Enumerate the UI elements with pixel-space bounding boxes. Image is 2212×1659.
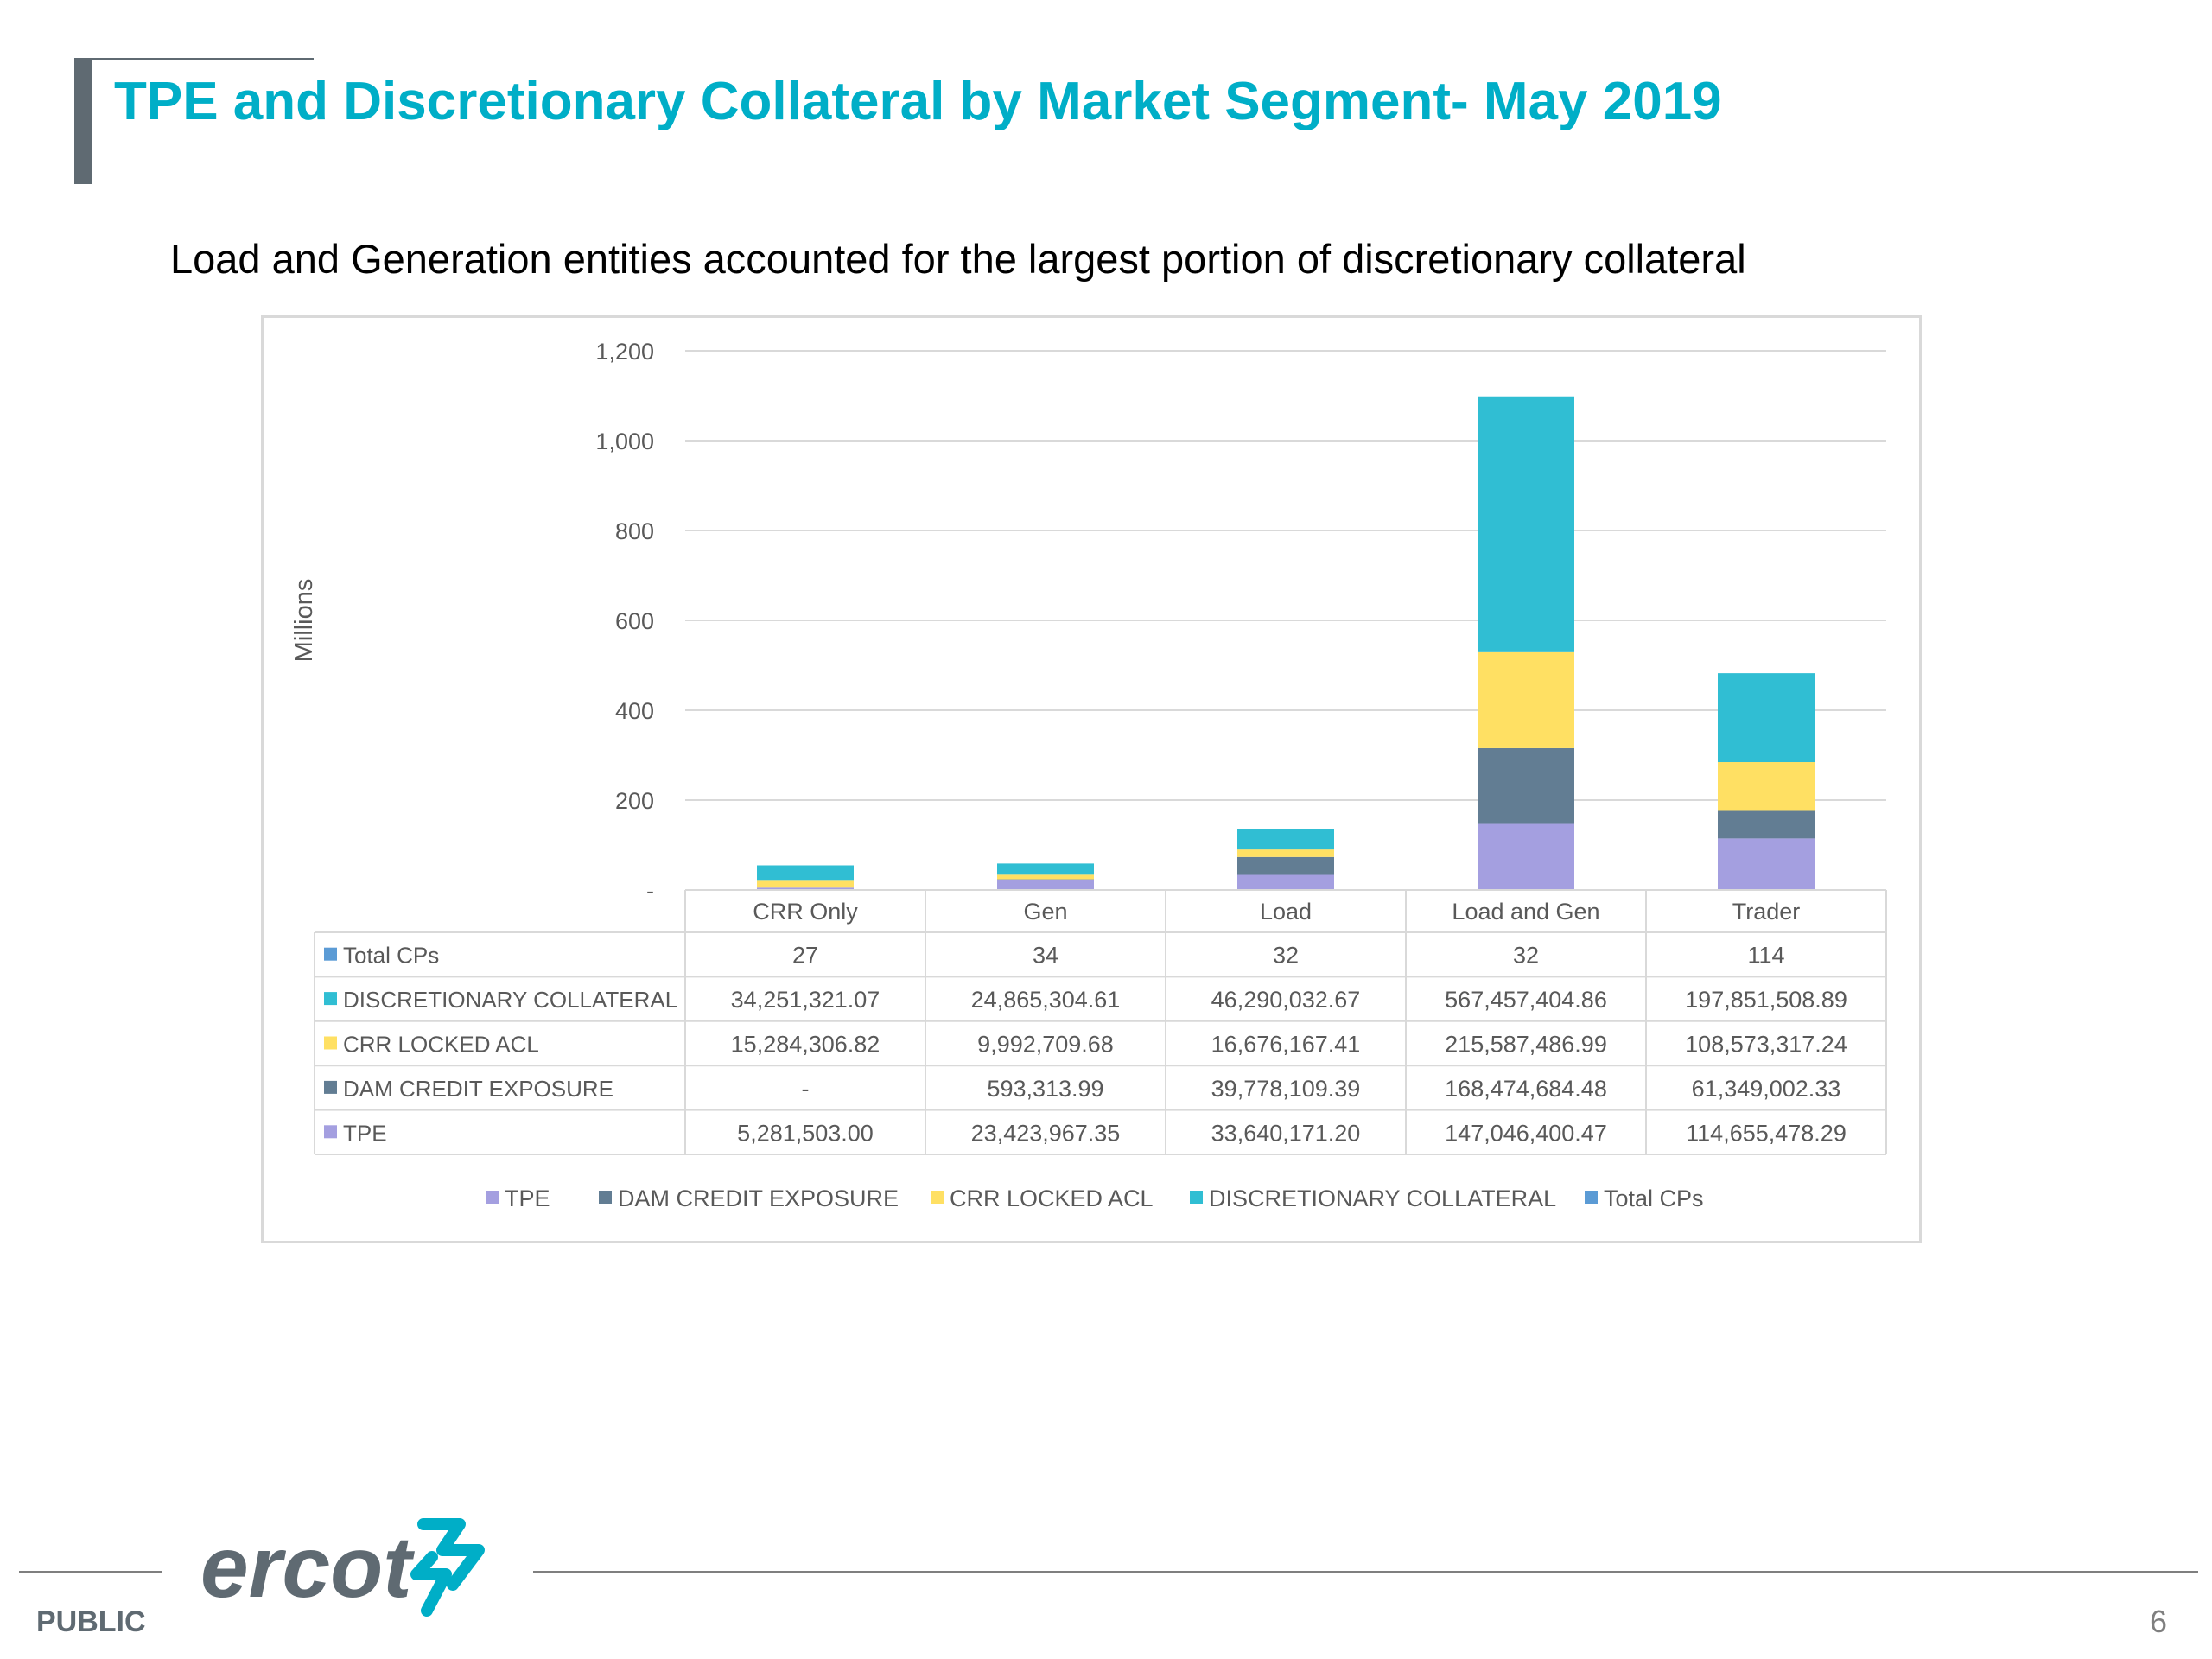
bar-segment-crr-locked-acl [1237,849,1334,857]
table-row-label: CRR LOCKED ACL [343,1032,539,1058]
table-legend-key [324,947,337,961]
bar-segment-discretionary-collateral [1718,673,1815,763]
bolt-icon [410,1518,485,1617]
table-cell: 34,251,321.07 [731,987,880,1013]
bar-segment-tpe [1718,838,1815,890]
y-tick-label: - [646,878,654,904]
ercot-logo: ercot [200,1514,494,1630]
y-tick-label: 600 [615,608,654,634]
legend-label: DAM CREDIT EXPOSURE [618,1185,899,1211]
bar-segment-dam-credit-exposure [1718,810,1815,839]
x-category-label: Gen [1023,899,1067,925]
table-cell: 147,046,400.47 [1445,1120,1607,1146]
table-legend-key [324,992,337,1006]
table-cell: 32 [1513,943,1539,969]
table-cell: 593,313.99 [987,1076,1103,1102]
x-category-label: CRR Only [753,899,858,925]
table-legend-key [324,1080,337,1094]
ercot-logo-wordmark: ercot [200,1519,415,1616]
table-cell: 108,573,317.24 [1685,1032,1847,1058]
table-cell: 168,474,684.48 [1445,1076,1607,1102]
y-tick-label: 800 [615,518,654,544]
table-cell: 197,851,508.89 [1685,987,1847,1013]
slide-subtitle: Load and Generation entities accounted f… [170,236,1746,282]
legend-swatch [599,1191,612,1204]
bar-segment-discretionary-collateral [1478,396,1574,652]
table-cell: 114,655,478.29 [1686,1120,1847,1146]
bar-segment-dam-credit-exposure [1478,747,1574,824]
bar-segment-discretionary-collateral [1237,829,1334,850]
page-number: 6 [2149,1604,2167,1639]
legend-swatch [486,1191,499,1204]
bar-segment-discretionary-collateral [997,863,1094,875]
footer-rule-left [19,1571,162,1573]
table-cell: 114 [1747,943,1784,969]
table-cell: 23,423,967.35 [971,1120,1121,1146]
table-cell: 567,457,404.86 [1445,987,1607,1013]
table-legend-key [324,1125,337,1139]
bar-segment-dam-credit-exposure [1237,856,1334,875]
y-axis-title: Millions [290,579,318,663]
table-cell: 215,587,486.99 [1445,1032,1607,1058]
footer-rule-right [533,1571,2198,1573]
chart-frame: - 200 400 600 800 1,000 1,200 Millions CRR Only G… [261,315,1922,1243]
bar-segment-tpe [757,887,854,890]
bar-segment-tpe [1478,823,1574,890]
legend-swatch [1190,1191,1203,1204]
bar-segment-tpe [997,879,1094,890]
x-category-label: Trader [1732,899,1801,925]
legend-swatch [931,1191,944,1204]
title-accent-bar [74,59,92,184]
table-cell: 9,992,709.68 [977,1032,1114,1058]
y-tick-label: 200 [615,788,654,814]
bar-segment-tpe [1237,874,1334,890]
table-cell: 39,778,109.39 [1211,1076,1361,1102]
legend-label: CRR LOCKED ACL [950,1185,1154,1211]
y-tick-label: 1,200 [595,339,654,365]
bar-segment-crr-locked-acl [757,880,854,888]
table-cell: 5,281,503.00 [737,1120,874,1146]
y-tick-label: 1,000 [595,429,654,454]
table-cell: 24,865,304.61 [971,987,1121,1013]
bar-segment-discretionary-collateral [757,865,854,881]
table-cell: 27 [792,943,818,969]
table-cell: 61,349,002.33 [1692,1076,1841,1102]
table-cell: 46,290,032.67 [1211,987,1361,1013]
table-cell: 34 [1033,943,1058,969]
x-category-label: Load [1260,899,1312,925]
legend-swatch [1585,1191,1598,1204]
table-row-label: TPE [343,1120,387,1146]
table-cell: 32 [1273,943,1299,969]
classification-label: PUBLIC [36,1605,146,1638]
table-legend-key [324,1036,337,1050]
bar-segment-crr-locked-acl [997,874,1094,880]
table-row-label: DISCRETIONARY COLLATERAL [343,987,677,1013]
bar-segment-crr-locked-acl [1478,651,1574,748]
legend-label: TPE [505,1185,550,1211]
table-cell: 15,284,306.82 [731,1032,880,1058]
title-accent-line [74,58,314,60]
slide-title: TPE and Discretionary Collateral by Mark… [114,72,1722,131]
legend-label: Total CPs [1604,1185,1704,1211]
table-row-label: DAM CREDIT EXPOSURE [343,1076,613,1102]
x-category-label: Load and Gen [1452,899,1599,925]
legend-label: DISCRETIONARY COLLATERAL [1209,1185,1556,1211]
table-cell: - [802,1076,810,1102]
table-cell: 33,640,171.20 [1211,1120,1361,1146]
stacked-bar-chart: - 200 400 600 800 1,000 1,200 Millions CRR Only G… [290,339,1887,1211]
table-cell: 16,676,167.41 [1211,1032,1361,1058]
table-row-label: Total CPs [343,943,439,969]
y-tick-label: 400 [615,698,654,724]
bar-segment-crr-locked-acl [1718,762,1815,811]
